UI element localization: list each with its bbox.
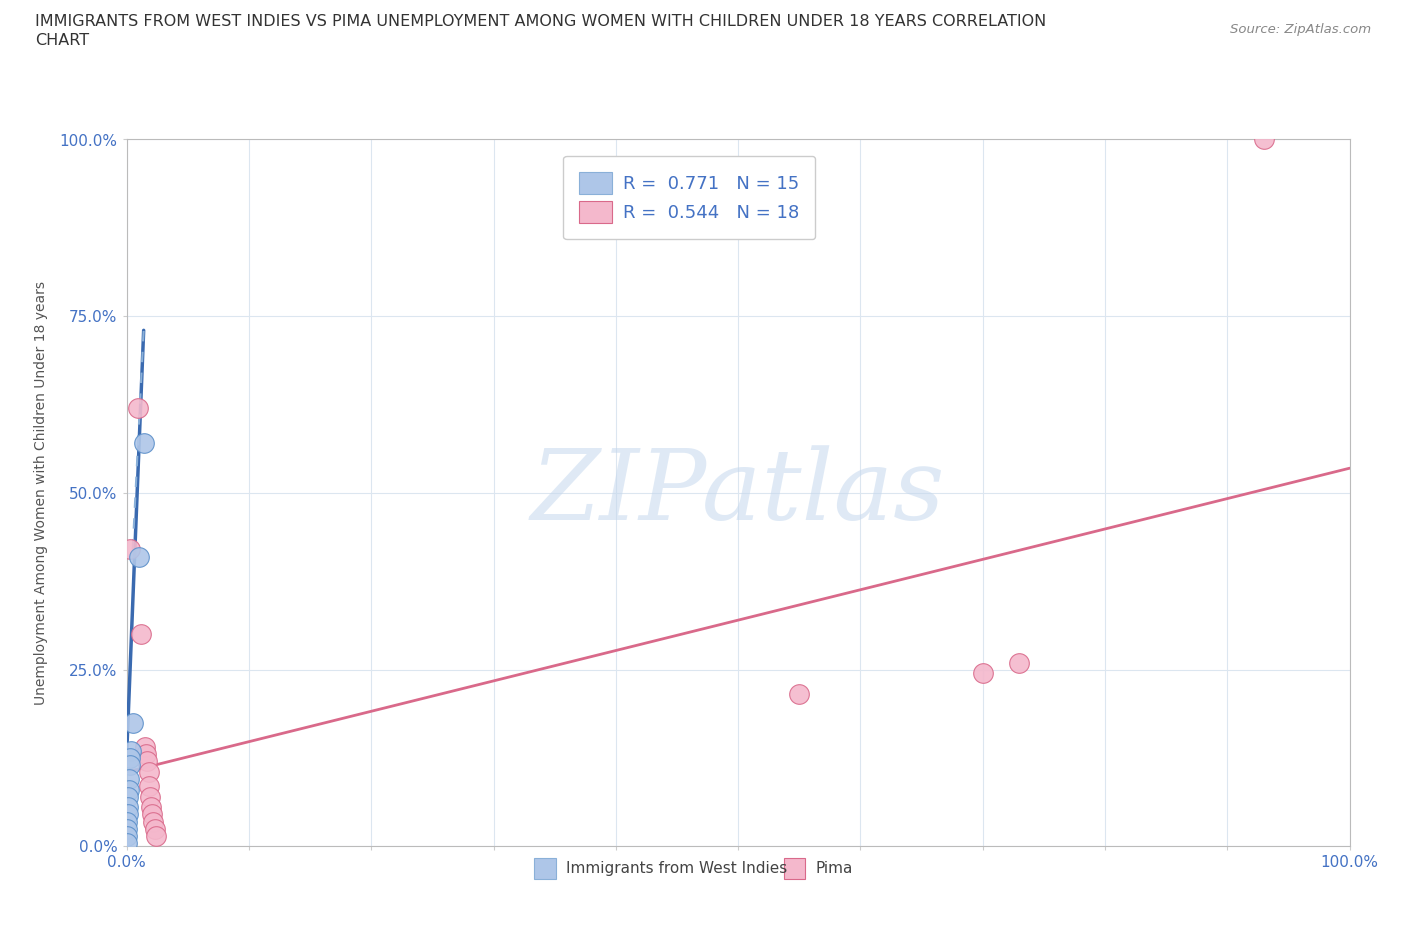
Point — [1008, 655, 1031, 670]
Text: ZIPatlas: ZIPatlas — [531, 445, 945, 540]
Point — [120, 542, 142, 557]
Point — [787, 687, 810, 702]
Point — [128, 549, 150, 564]
Y-axis label: Unemployment Among Women with Children Under 18 years: Unemployment Among Women with Children U… — [34, 281, 48, 705]
Point — [1253, 132, 1275, 147]
Point — [136, 754, 159, 769]
Point — [139, 800, 162, 815]
Point — [117, 800, 139, 815]
Point — [132, 436, 155, 451]
Text: Pima: Pima — [815, 861, 852, 876]
Text: IMMIGRANTS FROM WEST INDIES VS PIMA UNEMPLOYMENT AMONG WOMEN WITH CHILDREN UNDER: IMMIGRANTS FROM WEST INDIES VS PIMA UNEM… — [35, 14, 1046, 29]
Point — [115, 829, 138, 844]
Point — [145, 829, 167, 844]
Point — [143, 821, 166, 836]
Point — [134, 740, 156, 755]
Point — [120, 751, 142, 765]
Point — [115, 835, 138, 850]
Point — [127, 401, 149, 416]
Point — [139, 790, 162, 804]
Point — [115, 821, 138, 836]
Point — [118, 772, 141, 787]
Point — [135, 747, 157, 762]
Point — [117, 790, 139, 804]
Point — [129, 627, 152, 642]
Point — [121, 715, 143, 730]
Point — [117, 807, 139, 822]
Point — [118, 782, 141, 797]
Point — [120, 743, 142, 758]
Text: Source: ZipAtlas.com: Source: ZipAtlas.com — [1230, 23, 1371, 36]
Point — [142, 814, 165, 829]
Text: CHART: CHART — [35, 33, 89, 47]
Legend: R =  0.771   N = 15, R =  0.544   N = 18: R = 0.771 N = 15, R = 0.544 N = 18 — [564, 155, 815, 239]
Point — [138, 778, 160, 793]
Point — [120, 758, 142, 773]
Point — [141, 807, 163, 822]
Point — [972, 666, 994, 681]
Text: Immigrants from West Indies: Immigrants from West Indies — [565, 861, 787, 876]
Point — [138, 764, 160, 779]
Point — [115, 814, 138, 829]
